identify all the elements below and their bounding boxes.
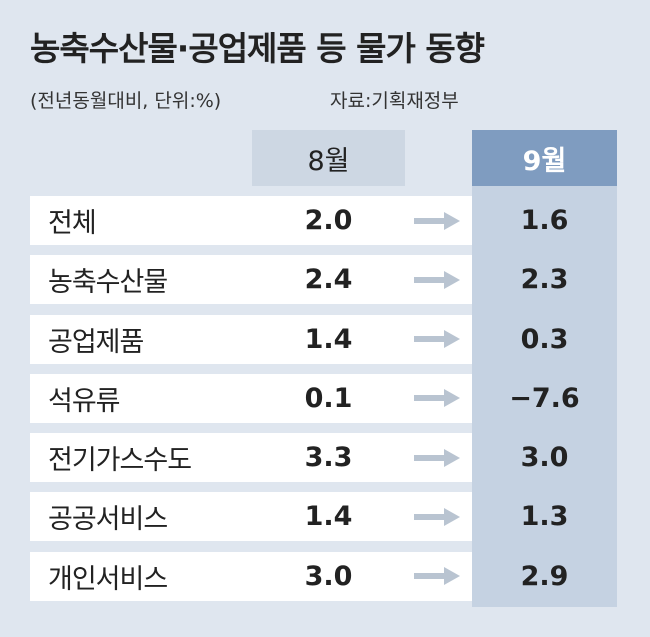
value: 3.0: [520, 442, 569, 474]
value: 1.4: [304, 501, 353, 533]
arrow: [412, 255, 462, 304]
row-band: [30, 551, 472, 601]
value: 2.4: [304, 264, 353, 296]
arrow: [412, 374, 462, 423]
value: 2.9: [520, 560, 569, 592]
value: 1.6: [520, 205, 569, 236]
arrow-icon: [414, 270, 460, 289]
arrow: [412, 552, 462, 601]
arrow-icon: [414, 389, 460, 408]
value: 3.0: [304, 560, 353, 592]
arrow-icon: [414, 507, 460, 526]
arrow: [412, 196, 462, 245]
row-label: 개인서비스: [48, 563, 168, 595]
column-header: 8월: [252, 130, 405, 186]
row-band: [30, 492, 472, 542]
arrow-icon: [414, 211, 460, 230]
arrow: [412, 492, 462, 541]
row-label: 전체: [48, 208, 97, 239]
row-band: [30, 255, 472, 305]
arrow-icon: [414, 448, 460, 467]
row-band: [30, 196, 472, 245]
column-header: 9월: [472, 130, 617, 186]
value: −7.6: [509, 382, 580, 414]
value: 1.4: [304, 323, 353, 355]
arrow: [412, 315, 462, 364]
row-label: 공업제품: [48, 326, 144, 358]
row-band: [30, 373, 472, 423]
value: 3.3: [304, 442, 353, 474]
column-highlight: [472, 186, 617, 607]
arrow-icon: [414, 567, 460, 586]
row-label: 전기가스수도: [48, 445, 192, 477]
row-label: 공공서비스: [48, 504, 168, 536]
value: 1.3: [520, 501, 569, 533]
value: 2.0: [304, 205, 353, 236]
source: 자료:기획재정부: [330, 90, 459, 112]
title: 농축수산물·공업제품 등 물가 동향: [30, 29, 485, 68]
subtitle: (전년동월대비, 단위:%): [30, 90, 222, 112]
value: 0.1: [304, 382, 353, 414]
arrow-icon: [414, 330, 460, 349]
row-band: [30, 314, 472, 364]
value: 2.3: [520, 264, 569, 296]
row-label: 농축수산물: [48, 267, 168, 299]
row-label: 석유류: [48, 385, 121, 417]
row-band: [30, 433, 472, 483]
value: 0.3: [520, 323, 569, 355]
arrow: [412, 433, 462, 482]
